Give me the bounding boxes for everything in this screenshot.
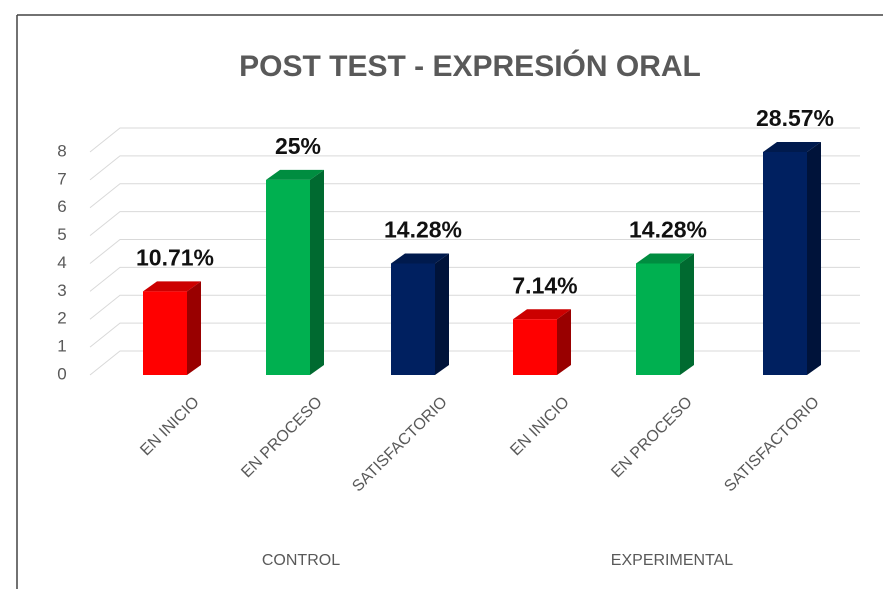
bar-front xyxy=(763,152,807,375)
grid-line xyxy=(89,239,860,264)
bar xyxy=(763,142,821,375)
grid-line xyxy=(89,350,860,376)
bar-top xyxy=(636,253,694,264)
data-label: 14.28% xyxy=(384,217,462,243)
chart-title: POST TEST - EXPRESIÓN ORAL xyxy=(239,49,701,83)
data-label: 28.57% xyxy=(756,105,834,131)
y-tick-label: 2 xyxy=(57,309,66,328)
y-tick-label: 1 xyxy=(57,337,66,356)
bar xyxy=(266,169,324,375)
bar-side xyxy=(435,253,449,375)
grid-line xyxy=(89,183,860,209)
data-label: 14.28% xyxy=(629,217,707,243)
grid-line xyxy=(89,211,860,237)
y-tick-label: 7 xyxy=(57,169,66,188)
bar-front xyxy=(143,291,187,375)
y-tick-label: 3 xyxy=(57,281,66,300)
bar-side xyxy=(807,142,821,375)
bar-side xyxy=(680,253,694,375)
y-tick-label: 6 xyxy=(57,197,66,216)
bar xyxy=(391,253,449,375)
data-label: 25% xyxy=(275,133,321,159)
data-label: 10.71% xyxy=(136,244,214,270)
bar-front xyxy=(391,263,435,375)
grid-line xyxy=(89,127,860,153)
bar-side xyxy=(557,309,571,375)
grid-line xyxy=(89,322,860,348)
bar-top xyxy=(143,281,201,292)
y-tick-label: 8 xyxy=(57,141,66,160)
bar-front xyxy=(513,319,557,375)
bar-top xyxy=(513,309,571,320)
bar xyxy=(143,281,201,375)
group-label: CONTROL xyxy=(262,552,340,569)
bar-top xyxy=(266,169,324,180)
bar-side xyxy=(310,169,324,375)
bar-front xyxy=(266,179,310,375)
data-label: 7.14% xyxy=(512,272,577,298)
bar-side xyxy=(187,281,201,375)
group-label: EXPERIMENTAL xyxy=(611,552,734,569)
bar-top xyxy=(391,253,449,264)
bar-top xyxy=(763,142,821,152)
bar xyxy=(513,309,571,375)
bar xyxy=(636,253,694,375)
y-tick-label: 0 xyxy=(57,364,66,383)
grid-line xyxy=(89,266,860,292)
y-tick-label: 4 xyxy=(57,253,66,272)
grid-line xyxy=(89,155,860,181)
grid-line xyxy=(89,294,860,320)
bar-front xyxy=(636,263,680,375)
y-tick-label: 5 xyxy=(57,225,66,244)
